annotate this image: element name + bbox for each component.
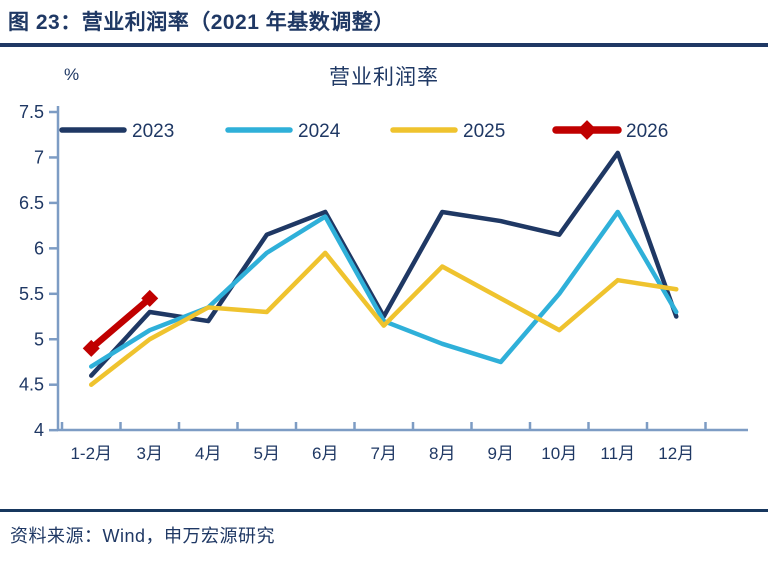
y-axis: 7.5 7 6.5 6 5.5 5 4.5 4: [19, 102, 58, 440]
x-tick-label: 4月: [195, 444, 221, 463]
y-axis-unit-label: %: [64, 65, 80, 84]
series-line-2025: [89, 250, 679, 387]
y-tick-label: 5: [34, 329, 44, 349]
x-axis: 1-2月 3月 4月 5月 6月 7月 8月 9月 10月 11月 12月: [60, 422, 707, 463]
y-tick-label: 6.5: [19, 193, 44, 213]
chart-title: 营业利润率: [329, 66, 439, 89]
series-line-2026: [88, 295, 153, 352]
x-tick-label: 6月: [312, 444, 338, 463]
x-tick-label: 8月: [429, 444, 455, 463]
y-tick-label: 5.5: [19, 284, 44, 304]
chart-area: 营业利润率 % 7.5 7 6.5 6 5.5 5 4.5 4 1-2月 3月 4月 5月 6月 7月 8月…: [0, 47, 768, 502]
legend-label: 2024: [298, 121, 341, 142]
legend-item-2023: 2023: [59, 121, 174, 142]
legend-diamond-marker: [577, 120, 597, 140]
y-tick-label: 7.5: [19, 102, 44, 122]
figure-header: 图 23：营业利润率（2021 年基数调整）: [0, 0, 768, 39]
figure-title: 图 23：营业利润率（2021 年基数调整）: [8, 11, 395, 34]
footer-separator: [0, 509, 768, 512]
x-tick-label: 10月: [541, 444, 577, 463]
x-tick-label: 5月: [254, 444, 280, 463]
x-tick-label: 9月: [488, 444, 514, 463]
legend-label: 2026: [626, 121, 668, 142]
axes: [56, 106, 748, 432]
x-tick-label: 12月: [658, 444, 694, 463]
series-line-2024: [89, 209, 679, 369]
source-note: 资料来源：Wind，申万宏源研究: [10, 526, 276, 546]
x-tick-label: 7月: [371, 444, 397, 463]
x-tick-label: 1-2月: [70, 444, 112, 463]
title-underline: [0, 43, 768, 47]
y-tick-label: 7: [34, 147, 44, 167]
y-tick-label: 4.5: [19, 375, 44, 395]
legend-label: 2023: [132, 121, 174, 142]
y-tick-label: 6: [34, 238, 44, 258]
legend-label: 2025: [463, 121, 505, 142]
legend-item-2024: 2024: [225, 121, 341, 142]
x-tick-label: 11月: [600, 444, 635, 463]
series-line-2023: [89, 150, 679, 378]
diamond-marker: [141, 289, 159, 307]
x-tick-label: 3月: [137, 444, 163, 463]
legend-item-2025: 2025: [390, 121, 505, 142]
y-tick-label: 4: [34, 420, 44, 440]
legend-item-2026: 2026: [552, 120, 668, 142]
line-chart: 7.5 7 6.5 6 5.5 5 4.5 4 1-2月 3月 4月 5月 6月 7月 8月 9月 10月 11月…: [19, 102, 748, 463]
diamond-marker: [82, 339, 100, 357]
